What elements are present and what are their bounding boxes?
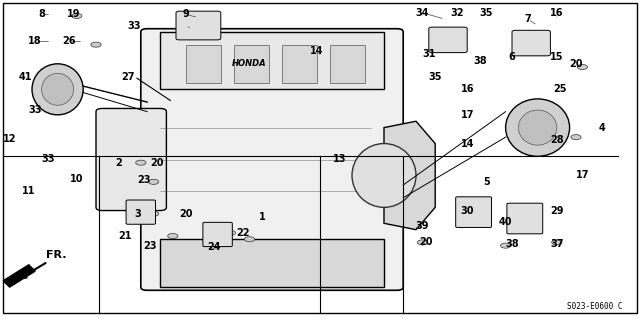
Text: 23: 23 (143, 241, 157, 251)
Text: 32: 32 (451, 8, 465, 18)
Circle shape (577, 64, 588, 70)
Text: 33: 33 (28, 105, 42, 115)
Text: 14: 14 (310, 46, 324, 56)
Text: 3: 3 (134, 209, 141, 219)
Circle shape (571, 135, 581, 140)
Text: 8: 8 (38, 9, 45, 19)
Ellipse shape (506, 99, 570, 156)
Text: 16: 16 (550, 8, 564, 18)
Text: 24: 24 (207, 242, 221, 252)
Ellipse shape (42, 73, 74, 105)
Text: 38: 38 (505, 239, 519, 249)
Circle shape (148, 211, 159, 216)
Text: 19: 19 (67, 9, 81, 19)
Text: 10: 10 (70, 174, 84, 184)
Text: 27: 27 (121, 71, 135, 82)
Text: 23: 23 (137, 175, 151, 185)
Text: 9: 9 (182, 9, 189, 19)
Circle shape (225, 230, 236, 235)
Text: 33: 33 (41, 154, 55, 165)
Text: 35: 35 (479, 8, 493, 18)
Text: FR.: FR. (46, 250, 67, 260)
FancyBboxPatch shape (126, 200, 156, 224)
Text: 16: 16 (460, 84, 474, 94)
Circle shape (500, 243, 511, 248)
Text: 22: 22 (236, 228, 250, 238)
Bar (234, 45, 269, 83)
Text: 17: 17 (575, 170, 589, 181)
Text: 18: 18 (28, 36, 42, 47)
FancyBboxPatch shape (429, 27, 467, 53)
Text: 26: 26 (62, 36, 76, 47)
Text: 20: 20 (569, 59, 583, 69)
Text: 34: 34 (415, 8, 429, 18)
Polygon shape (384, 121, 435, 230)
Text: HONDA: HONDA (232, 59, 267, 68)
Text: 41: 41 (19, 71, 33, 82)
Bar (282, 45, 317, 83)
Text: 29: 29 (550, 205, 564, 216)
FancyBboxPatch shape (176, 11, 221, 40)
Text: 2: 2 (115, 158, 122, 168)
Bar (160, 239, 384, 287)
Text: 6: 6 (509, 52, 515, 63)
Text: 1: 1 (259, 212, 266, 222)
Text: 13: 13 (332, 154, 346, 165)
Circle shape (244, 237, 255, 242)
Text: 12: 12 (3, 134, 17, 144)
Text: 17: 17 (460, 110, 474, 120)
Text: 5: 5 (483, 177, 490, 187)
Text: 20: 20 (150, 158, 164, 168)
Text: 30: 30 (460, 205, 474, 216)
Text: 31: 31 (422, 49, 436, 59)
Circle shape (72, 13, 82, 19)
Circle shape (168, 234, 178, 239)
Text: 37: 37 (550, 239, 564, 249)
Text: 33: 33 (127, 20, 141, 31)
Text: 20: 20 (179, 209, 193, 219)
Text: S023-E0600 C: S023-E0600 C (568, 302, 623, 311)
Text: 4: 4 (598, 122, 605, 133)
Bar (330, 45, 365, 83)
Circle shape (148, 179, 159, 184)
Text: 38: 38 (473, 56, 487, 66)
Text: 39: 39 (415, 221, 429, 232)
Circle shape (136, 160, 146, 165)
Text: 28: 28 (550, 135, 564, 145)
Ellipse shape (352, 144, 416, 207)
FancyBboxPatch shape (203, 222, 232, 247)
Circle shape (417, 240, 428, 245)
Bar (160, 32, 384, 89)
Bar (186, 45, 221, 83)
FancyBboxPatch shape (141, 29, 403, 290)
Text: 15: 15 (550, 52, 564, 63)
FancyBboxPatch shape (96, 108, 166, 211)
Text: 21: 21 (118, 231, 132, 241)
Ellipse shape (518, 110, 557, 145)
FancyBboxPatch shape (456, 197, 492, 227)
FancyBboxPatch shape (507, 203, 543, 234)
Text: 35: 35 (428, 71, 442, 82)
Ellipse shape (32, 64, 83, 115)
FancyBboxPatch shape (512, 30, 550, 56)
Circle shape (552, 240, 562, 245)
Text: 40: 40 (499, 217, 513, 227)
Text: 14: 14 (460, 138, 474, 149)
Polygon shape (3, 265, 35, 287)
Text: 7: 7 (525, 14, 531, 24)
Circle shape (91, 42, 101, 47)
Text: 25: 25 (553, 84, 567, 94)
Text: 20: 20 (419, 237, 433, 248)
Text: 11: 11 (22, 186, 36, 197)
